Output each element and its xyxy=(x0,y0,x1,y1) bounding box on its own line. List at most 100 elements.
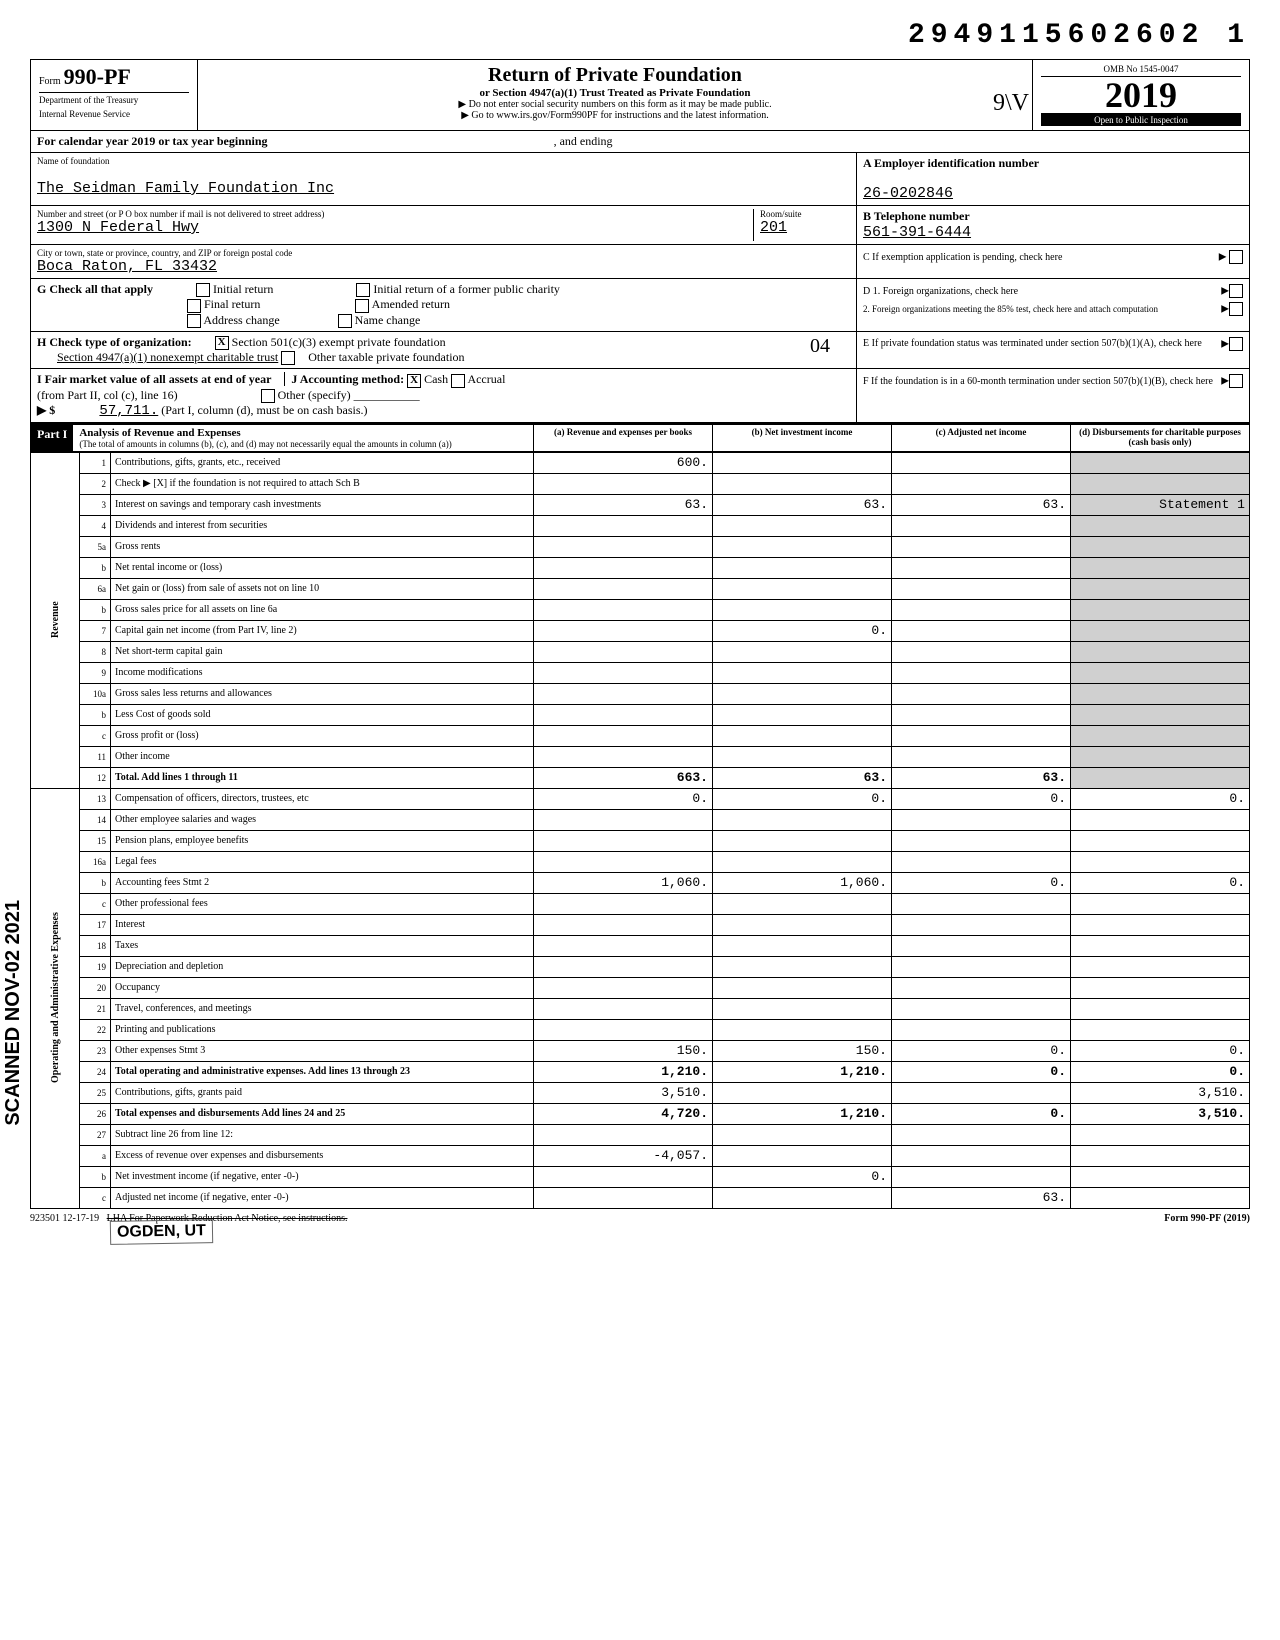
cell-b xyxy=(713,557,892,578)
g-former[interactable] xyxy=(356,283,370,297)
row-desc: Income modifications xyxy=(111,662,534,683)
cell-a xyxy=(534,641,713,662)
cell-a: 150. xyxy=(534,1040,713,1061)
cell-c xyxy=(892,830,1071,851)
row-desc: Total. Add lines 1 through 11 xyxy=(111,767,534,788)
form-prefix: Form xyxy=(39,76,61,87)
g-name[interactable] xyxy=(338,314,352,328)
cell-b xyxy=(713,599,892,620)
cell-b xyxy=(713,1145,892,1166)
cell-b xyxy=(713,683,892,704)
c-checkbox[interactable] xyxy=(1229,250,1243,264)
j-other-checkbox[interactable] xyxy=(261,389,275,403)
cell-d xyxy=(1071,935,1250,956)
table-row: cAdjusted net income (if negative, enter… xyxy=(31,1187,1250,1208)
table-row: 18Taxes xyxy=(31,935,1250,956)
cell-c: 63. xyxy=(892,494,1071,515)
g-address[interactable] xyxy=(187,314,201,328)
cell-b: 63. xyxy=(713,767,892,788)
row-num: 25 xyxy=(80,1082,111,1103)
ein-label: A Employer identification number xyxy=(863,156,1243,171)
cell-c: 63. xyxy=(892,1187,1071,1208)
cell-c xyxy=(892,599,1071,620)
cell-d xyxy=(1071,977,1250,998)
g-final[interactable] xyxy=(187,299,201,313)
table-row: 12Total. Add lines 1 through 11663.63.63… xyxy=(31,767,1250,788)
row-num: b xyxy=(80,557,111,578)
j-cash-checkbox[interactable]: X xyxy=(407,374,421,388)
g-amended[interactable] xyxy=(355,299,369,313)
table-row: 21Travel, conferences, and meetings xyxy=(31,998,1250,1019)
cell-b: 150. xyxy=(713,1040,892,1061)
cell-a xyxy=(534,536,713,557)
table-row: bAccounting fees Stmt 21,060.1,060.0.0. xyxy=(31,872,1250,893)
j-accrual-checkbox[interactable] xyxy=(451,374,465,388)
i-value: 57,711. xyxy=(58,403,158,419)
tax-year: 2019 xyxy=(1041,77,1241,113)
cell-c xyxy=(892,893,1071,914)
hand-04: 04 xyxy=(810,335,830,358)
col-a: (a) Revenue and expenses per books xyxy=(534,425,713,451)
cell-a xyxy=(534,746,713,767)
table-row: bNet investment income (if negative, ent… xyxy=(31,1166,1250,1187)
row-desc: Check ▶ [X] if the foundation is not req… xyxy=(111,473,534,494)
cell-a xyxy=(534,851,713,872)
cell-b xyxy=(713,746,892,767)
cell-c: 63. xyxy=(892,767,1071,788)
row-num: 1 xyxy=(80,452,111,473)
g-initial[interactable] xyxy=(196,283,210,297)
row-num: b xyxy=(80,1166,111,1187)
header-number: 2949115602602 1 xyxy=(30,20,1250,51)
cell-a: 4,720. xyxy=(534,1103,713,1124)
cell-c xyxy=(892,452,1071,473)
table-row: bLess Cost of goods sold xyxy=(31,704,1250,725)
cell-b xyxy=(713,830,892,851)
phone-label: B Telephone number xyxy=(863,209,1243,224)
ein: 26-0202846 xyxy=(863,185,1243,202)
part1-note: (The total of amounts in columns (b), (c… xyxy=(79,439,451,449)
cell-d xyxy=(1071,578,1250,599)
cell-a xyxy=(534,557,713,578)
cell-c xyxy=(892,809,1071,830)
cell-b: 0. xyxy=(713,620,892,641)
row-num: c xyxy=(80,725,111,746)
h-4947-checkbox[interactable] xyxy=(281,351,295,365)
cell-c: 0. xyxy=(892,788,1071,809)
row-num: 23 xyxy=(80,1040,111,1061)
cell-b: 1,210. xyxy=(713,1061,892,1082)
row-desc: Printing and publications xyxy=(111,1019,534,1040)
d2-checkbox[interactable] xyxy=(1229,302,1243,316)
h-501-checkbox[interactable]: X xyxy=(215,336,229,350)
row-desc: Total expenses and disbursements Add lin… xyxy=(111,1103,534,1124)
row-desc: Occupancy xyxy=(111,977,534,998)
row-num: 21 xyxy=(80,998,111,1019)
e-checkbox[interactable] xyxy=(1229,337,1243,351)
table-row: 2Check ▶ [X] if the foundation is not re… xyxy=(31,473,1250,494)
cell-a xyxy=(534,1187,713,1208)
d1-checkbox[interactable] xyxy=(1229,284,1243,298)
cell-b xyxy=(713,1187,892,1208)
row-num: 5a xyxy=(80,536,111,557)
cell-c: 0. xyxy=(892,872,1071,893)
c-label: C If exemption application is pending, c… xyxy=(863,252,1062,263)
row-num: 16a xyxy=(80,851,111,872)
row-desc: Net rental income or (loss) xyxy=(111,557,534,578)
cell-b: 0. xyxy=(713,1166,892,1187)
cell-a xyxy=(534,977,713,998)
cell-d xyxy=(1071,704,1250,725)
row-num: a xyxy=(80,1145,111,1166)
cell-d xyxy=(1071,1124,1250,1145)
cell-a: 0. xyxy=(534,788,713,809)
phone: 561-391-6444 xyxy=(863,224,1243,241)
i-sub: (from Part II, col (c), line 16) xyxy=(37,388,178,402)
cell-a xyxy=(534,809,713,830)
cell-c xyxy=(892,536,1071,557)
cell-a xyxy=(534,1124,713,1145)
cell-c xyxy=(892,473,1071,494)
f-checkbox[interactable] xyxy=(1229,374,1243,388)
cell-a xyxy=(534,914,713,935)
cell-b xyxy=(713,1082,892,1103)
col-c: (c) Adjusted net income xyxy=(892,425,1071,451)
cell-c xyxy=(892,1145,1071,1166)
cell-b xyxy=(713,893,892,914)
